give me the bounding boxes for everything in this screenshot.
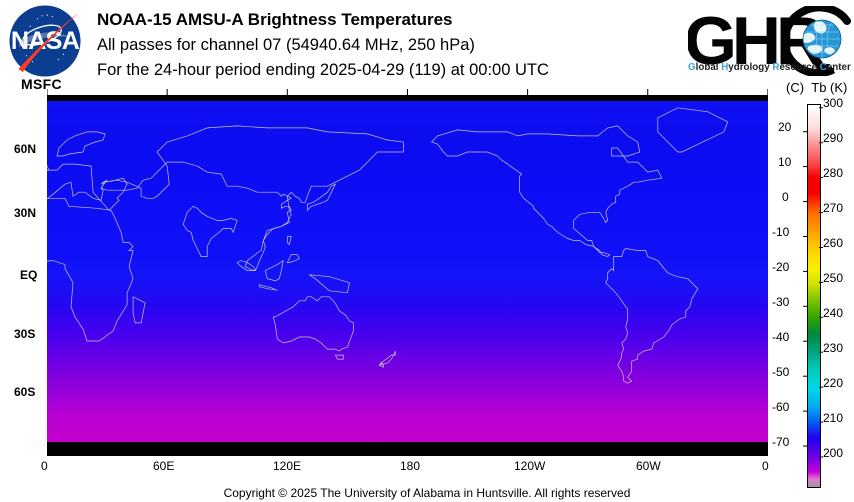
svg-text:NASA: NASA [11,27,80,55]
